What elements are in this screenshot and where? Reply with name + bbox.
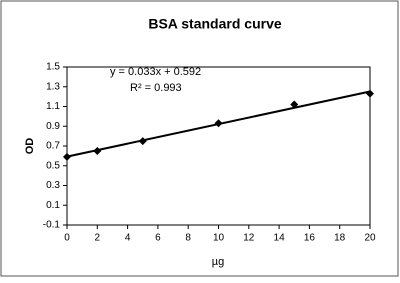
x-tick-label: 18 <box>334 233 346 244</box>
x-tick-label: 4 <box>125 233 131 244</box>
data-point <box>93 146 102 155</box>
y-tick-label: 1.3 <box>46 81 60 92</box>
x-tick-label: 0 <box>64 233 70 244</box>
x-axis-label: µg <box>212 256 224 268</box>
x-tick-label: 10 <box>213 233 225 244</box>
y-tick-label: -0.1 <box>43 220 61 231</box>
y-tick-label: 0.5 <box>46 160 60 171</box>
y-tick-label: 0.3 <box>46 180 60 191</box>
data-point <box>63 152 71 161</box>
y-tick-label: 0.7 <box>46 141 60 152</box>
x-tick-label: 16 <box>304 233 316 244</box>
x-tick-label: 20 <box>364 233 376 244</box>
x-tick-label: 8 <box>185 233 191 244</box>
y-tick-label: 0.9 <box>46 121 60 132</box>
y-tick-label: 0.1 <box>46 200 60 211</box>
data-point <box>214 119 223 128</box>
x-tick-label: 14 <box>274 233 286 244</box>
y-axis-label: OD <box>24 138 36 155</box>
y-tick-label: 1.1 <box>46 101 60 112</box>
chart-title: BSA standard curve <box>148 16 282 32</box>
x-tick-label: 6 <box>155 233 161 244</box>
data-point <box>290 100 299 109</box>
trendline-equation: y = 0.033x + 0.592 <box>110 66 201 78</box>
data-point <box>366 89 374 98</box>
r-squared: R² = 0.993 <box>130 82 182 94</box>
x-tick-label: 2 <box>95 233 101 244</box>
x-tick-label: 12 <box>243 233 255 244</box>
y-tick-label: 1.5 <box>46 62 60 73</box>
data-point <box>138 137 147 146</box>
